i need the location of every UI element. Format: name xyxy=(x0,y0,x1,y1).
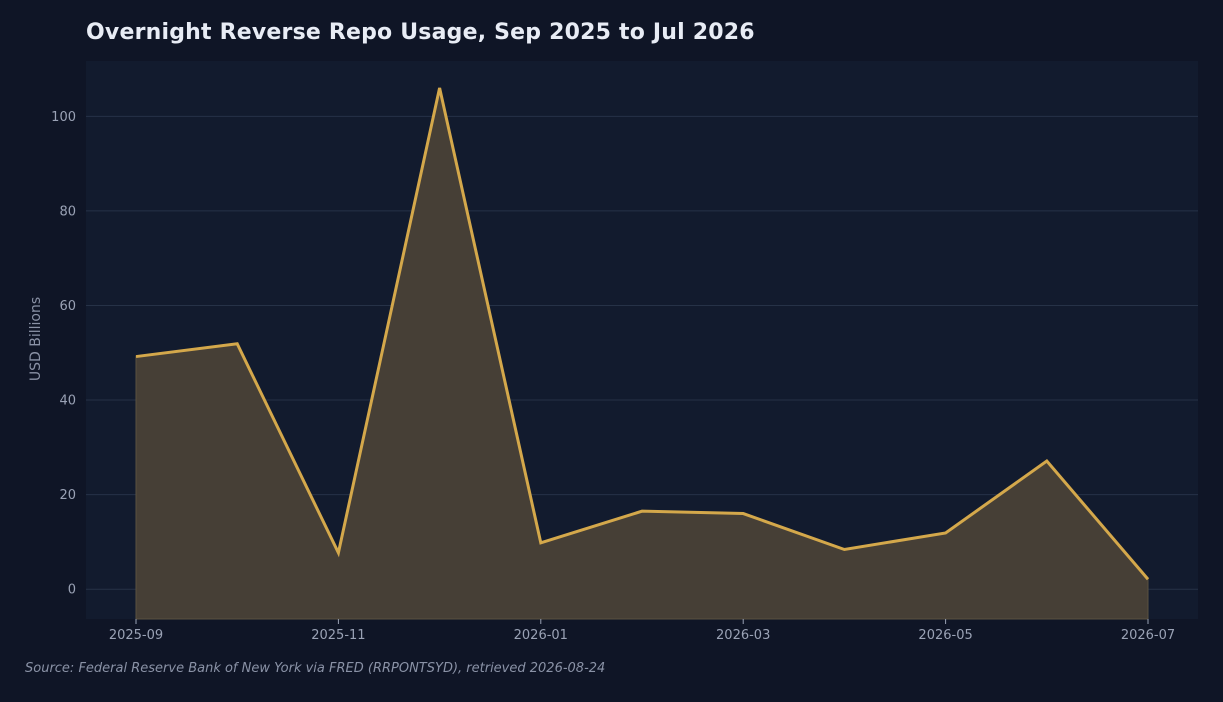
y-tick-label: 60 xyxy=(59,299,76,314)
x-tick-label: 2026-05 xyxy=(918,628,972,643)
y-tick-label: 0 xyxy=(68,583,76,598)
x-tick-label: 2025-11 xyxy=(311,628,365,643)
area-layer xyxy=(135,87,1150,620)
y-tick-label: 100 xyxy=(51,110,76,125)
x-tick-label: 2025-09 xyxy=(109,628,163,643)
x-tick-label: 2026-03 xyxy=(716,628,770,643)
x-axis-ticks: 2025-09 2025-11 2026-01 2026-03 2026-05 2026-… xyxy=(109,619,1175,643)
y-tick-label: 20 xyxy=(59,488,76,503)
y-axis-title: USD Billions xyxy=(28,297,44,381)
x-tick-label: 2026-01 xyxy=(514,628,568,643)
y-tick-label: 40 xyxy=(59,394,76,409)
y-axis-ticks: 0 20 40 60 80 100 xyxy=(51,110,76,598)
source-note: Source: Federal Reserve Bank of New York… xyxy=(25,661,606,676)
y-tick-label: 80 xyxy=(59,204,76,219)
chart-title: Overnight Reverse Repo Usage, Sep 2025 t… xyxy=(86,20,755,45)
x-tick-label: 2026-07 xyxy=(1121,628,1175,643)
